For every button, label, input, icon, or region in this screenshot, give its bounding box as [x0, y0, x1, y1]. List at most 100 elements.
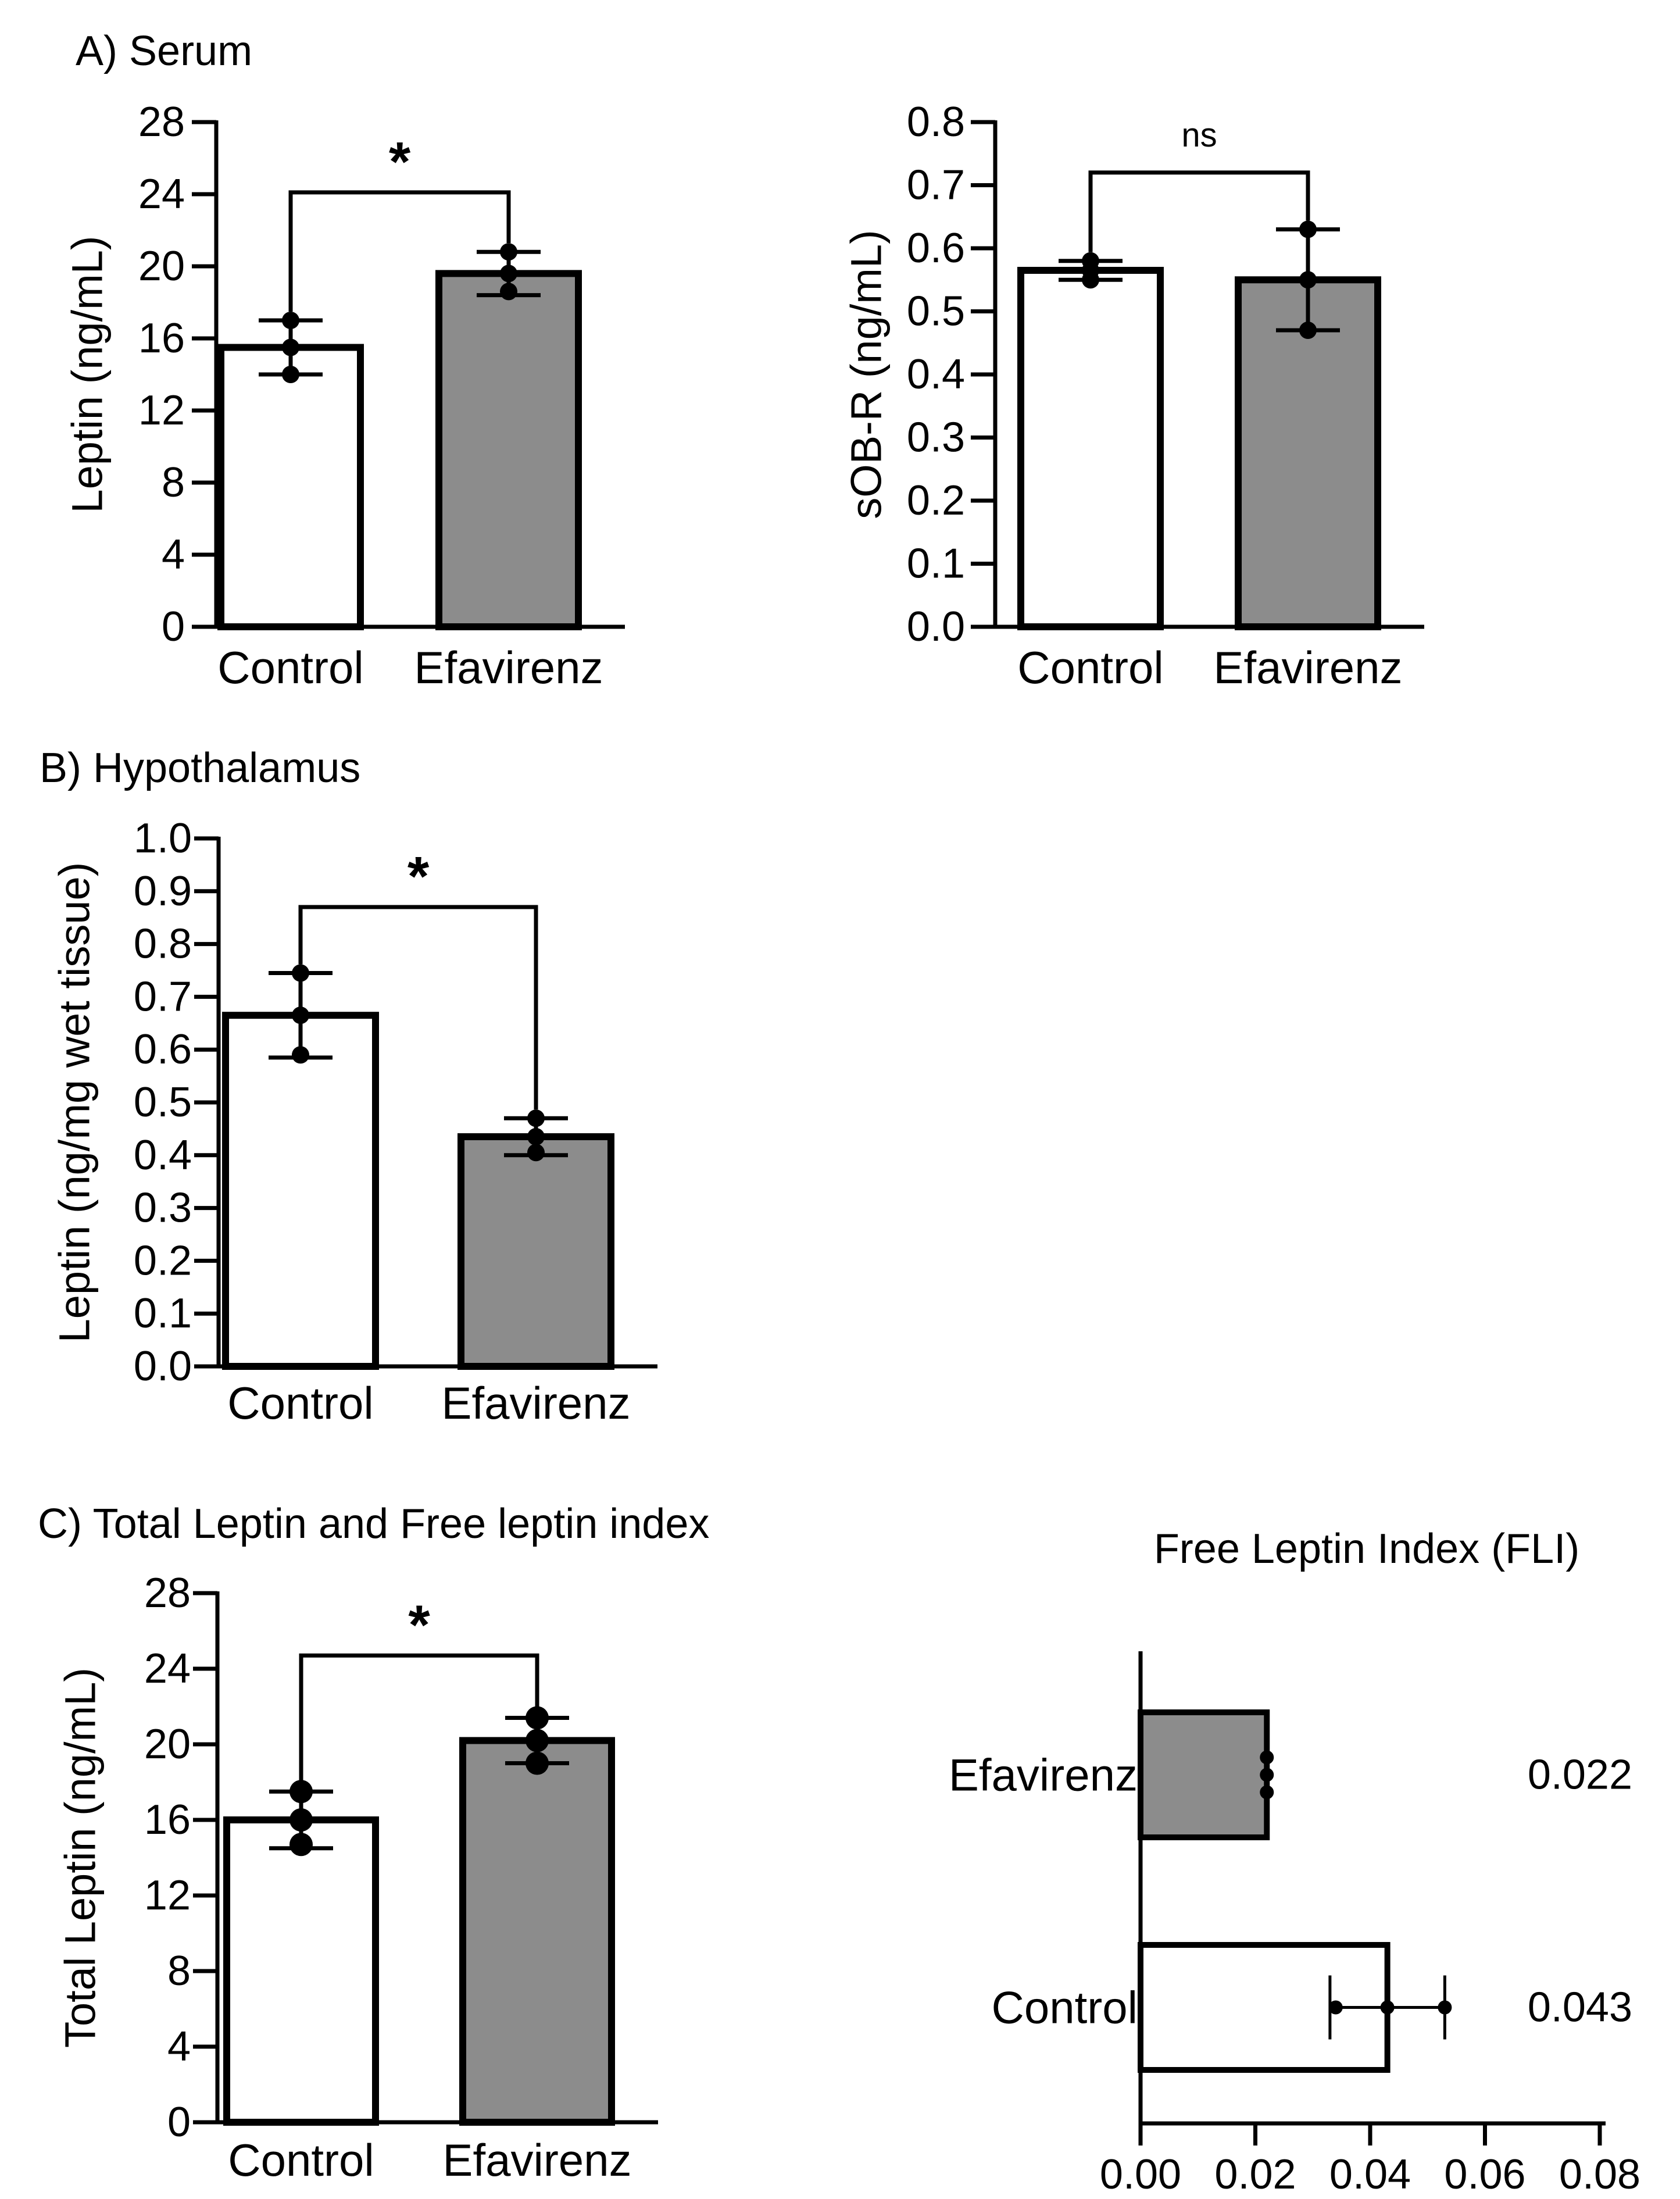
y-tick-label: 8	[167, 1948, 191, 1994]
category-label: Efavirenz	[414, 642, 603, 693]
category-label: Control	[1017, 642, 1163, 693]
data-point	[527, 1144, 545, 1162]
y-axis-label: Total Leptin (ng/mL)	[56, 1668, 105, 2048]
serum-leptin-panel: A) Serum Leptin (ng/mL) 0 4 8 12 16 20 24 28 Contr…	[63, 28, 625, 693]
significance-marker: ns	[1181, 116, 1217, 154]
y-axis-label: sOB-R (ng/mL)	[842, 230, 891, 519]
y-tick-label: 16	[144, 1797, 191, 1843]
bar-control	[217, 344, 364, 630]
data-point	[289, 1780, 313, 1804]
value-label: 0.022	[1528, 1752, 1632, 1798]
data-point	[282, 338, 299, 356]
chart-title: Free Leptin Index (FLI)	[1154, 1526, 1579, 1572]
y-tick-label: 0.8	[134, 921, 192, 968]
y-tick-label: 0.6	[134, 1026, 192, 1073]
y-tick-label: 1.0	[134, 815, 192, 862]
y-tick-label: 20	[138, 243, 185, 290]
y-tick-label: 24	[144, 1645, 191, 1692]
x-tick-label: 0.04	[1329, 2151, 1411, 2198]
y-tick-label: 0.3	[134, 1185, 192, 1231]
significance-marker: *	[408, 1594, 430, 1656]
fli-panel: Free Leptin Index (FLI) 0.00 0.02 0.04 0.06 0…	[949, 1526, 1640, 2198]
category-label: Control	[227, 1377, 373, 1429]
data-point	[526, 1729, 549, 1752]
data-point	[292, 1046, 309, 1064]
y-tick-label: 12	[144, 1872, 191, 1919]
y-tick-label: 0.7	[134, 973, 192, 1020]
data-point	[526, 1706, 549, 1730]
panel-title: A) Serum	[76, 28, 252, 74]
y-axis-label: Leptin (ng/mg wet tissue)	[51, 862, 99, 1343]
x-tick-label: 0.02	[1214, 2151, 1296, 2198]
y-tick-label: 0.7	[907, 162, 965, 209]
data-point	[282, 312, 299, 329]
category-label: Control	[217, 642, 363, 693]
y-tick-label: 28	[138, 99, 185, 145]
data-point	[1299, 220, 1317, 238]
panel-title: C) Total Leptin and Free leptin index	[38, 1501, 709, 1547]
data-point	[500, 283, 517, 301]
y-tick-label: 0.4	[907, 351, 965, 398]
significance-bracket	[298, 905, 538, 1110]
data-point	[1260, 1785, 1274, 1800]
bar-control	[223, 1816, 379, 2126]
y-tick-label: 24	[138, 171, 185, 217]
y-tick-label: 20	[144, 1721, 191, 1768]
y-tick-label: 16	[138, 315, 185, 362]
bar-efavirenz	[435, 270, 582, 630]
y-axis-label: Leptin (ng/mL)	[63, 235, 112, 513]
serum-sobr-panel: sOB-R (ng/mL) 0.0 0.1 0.2 0.3 0.4 0.5 0.6 0.7 0.8…	[842, 99, 1424, 693]
bar-control	[1017, 266, 1164, 631]
significance-bracket	[288, 190, 511, 312]
y-tick-label: 0.8	[907, 99, 965, 145]
bar-efavirenz	[1138, 1709, 1270, 1840]
category-label: Efavirenz	[949, 1750, 1138, 1801]
y-tick-label: 0	[162, 604, 185, 650]
data-point	[292, 964, 309, 982]
data-point	[289, 1808, 313, 1832]
total-leptin-panel: C) Total Leptin and Free leptin index Tot…	[38, 1501, 709, 2186]
data-point	[1299, 322, 1317, 340]
x-tick-label: 0.00	[1100, 2151, 1181, 2198]
data-point	[1328, 2000, 1343, 2015]
data-point	[1380, 2000, 1395, 2015]
significance-marker: *	[408, 845, 430, 908]
data-point	[289, 1833, 313, 1857]
significance-marker: *	[389, 131, 411, 193]
y-tick-label: 0.1	[134, 1290, 192, 1337]
y-tick-label: 4	[167, 2023, 191, 2070]
x-tick-label: 0.06	[1444, 2151, 1525, 2198]
data-point	[282, 366, 299, 383]
significance-bracket	[299, 1653, 539, 1783]
x-tick-label: 0.08	[1559, 2151, 1640, 2198]
bar-efavirenz	[457, 1133, 614, 1370]
bar-efavirenz	[459, 1737, 615, 2126]
y-tick-label: 0.3	[907, 415, 965, 461]
y-tick-label: 0.9	[134, 868, 192, 915]
value-label: 0.043	[1528, 1984, 1632, 2031]
significance-bracket	[1088, 170, 1310, 252]
y-tick-label: 0.2	[134, 1237, 192, 1284]
data-point	[500, 265, 517, 283]
category-label: Efavirenz	[1213, 642, 1402, 693]
y-tick-label: 28	[144, 1570, 191, 1616]
y-tick-label: 0.6	[907, 225, 965, 272]
y-tick-label: 0.0	[134, 1343, 192, 1390]
y-tick-label: 0	[167, 2099, 191, 2146]
category-label: Efavirenz	[441, 1377, 630, 1429]
data-point	[527, 1128, 545, 1146]
y-tick-label: 12	[138, 387, 185, 434]
y-tick-label: 0.4	[134, 1132, 192, 1179]
category-label: Control	[228, 2134, 374, 2186]
data-point	[500, 243, 517, 261]
bar-control	[222, 1012, 379, 1370]
y-tick-label: 4	[162, 531, 185, 578]
data-point	[526, 1751, 549, 1775]
y-tick-label: 0.5	[134, 1079, 192, 1126]
data-point	[292, 1006, 309, 1024]
data-point	[1082, 271, 1099, 289]
data-point	[1438, 2000, 1452, 2015]
y-tick-label: 8	[162, 459, 185, 506]
y-tick-label: 0.0	[907, 604, 965, 650]
